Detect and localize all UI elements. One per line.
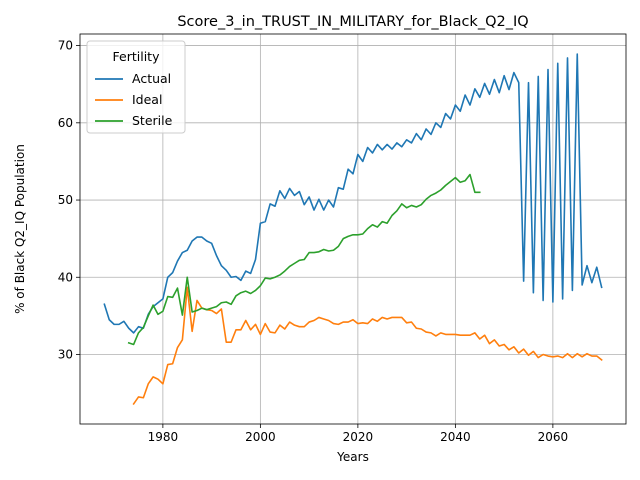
y-tick-label: 60 — [58, 116, 73, 130]
x-axis-label: Years — [336, 450, 369, 464]
x-tick-label: 1980 — [148, 430, 179, 444]
y-tick-label: 40 — [58, 270, 73, 284]
x-tick-label: 2020 — [343, 430, 374, 444]
y-axis: 30 40 50 60 70 — [58, 39, 80, 362]
x-tick-label: 2040 — [440, 430, 471, 444]
legend-label-ideal: Ideal — [132, 92, 162, 107]
x-tick-label: 2060 — [538, 430, 569, 444]
legend-title: Fertility — [113, 49, 161, 64]
legend-label-sterile: Sterile — [132, 113, 173, 128]
x-axis: 1980 2000 2020 2040 2060 — [148, 424, 569, 444]
x-tick-label: 2000 — [245, 430, 276, 444]
series-line-ideal — [134, 287, 602, 404]
y-axis-label: % of Black Q2_IQ Population — [13, 144, 27, 314]
chart-title: Score_3_in_TRUST_IN_MILITARY_for_Black_Q… — [177, 14, 528, 30]
y-tick-label: 30 — [58, 347, 73, 361]
legend-label-actual: Actual — [132, 71, 171, 86]
legend: Fertility Actual Ideal Sterile — [87, 41, 185, 133]
y-tick-label: 50 — [58, 193, 73, 207]
y-tick-label: 70 — [58, 39, 73, 53]
